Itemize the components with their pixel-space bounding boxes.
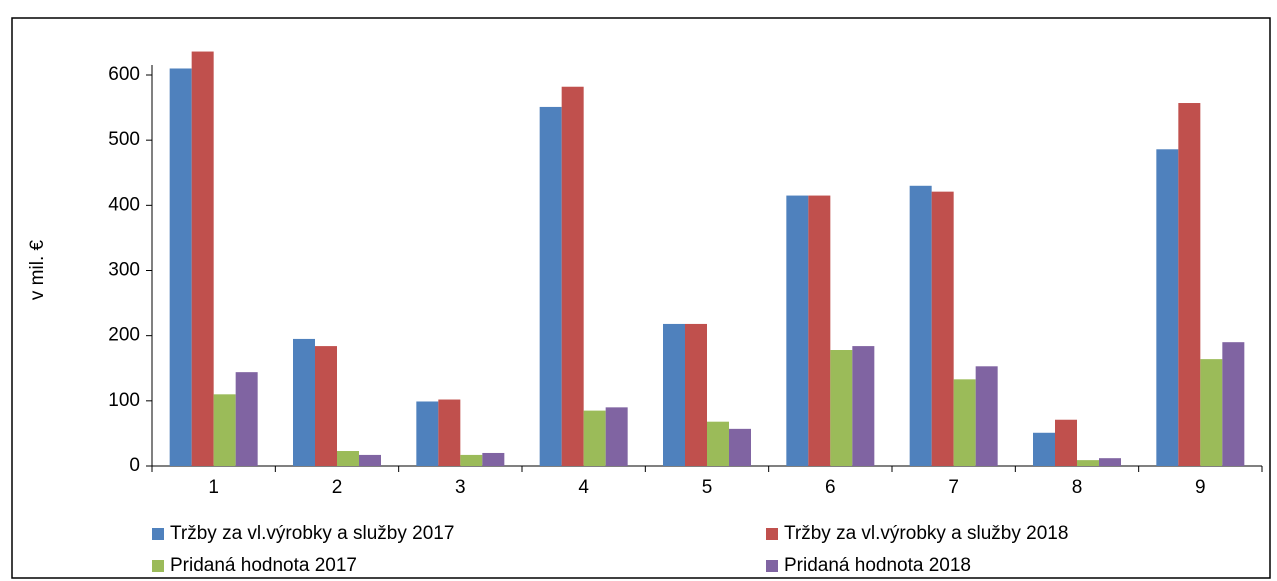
bar [1222,342,1245,466]
legend-swatch [152,528,164,540]
bar [482,452,505,466]
bar [786,195,809,466]
bar [169,68,192,466]
bar [561,86,584,466]
x-tick-label: 5 [702,477,713,498]
bar [1178,103,1201,466]
y-tick-label: 500 [108,129,140,150]
bar [359,454,381,466]
x-tick-label: 7 [948,477,959,498]
x-tick-label: 4 [578,477,589,498]
bar [852,346,875,466]
bar [416,401,439,466]
y-tick-label: 0 [129,455,140,476]
y-axis-label: v mil. € [27,239,48,300]
bar [460,454,483,466]
bar [213,394,236,466]
bar [1033,432,1055,466]
bar [235,372,258,466]
bar [583,410,606,466]
bar [707,421,729,466]
bar [315,346,337,466]
x-tick-label: 2 [332,477,343,498]
bar [539,106,562,466]
y-tick-label: 300 [108,260,140,281]
legend-label: Pridaná hodnota 2018 [784,555,971,576]
bar [605,407,628,466]
bar [953,379,976,466]
x-tick-label: 3 [455,477,466,498]
x-tick-label: 6 [825,477,836,498]
y-tick-label: 100 [108,390,140,411]
x-tick-label: 1 [208,477,219,498]
bar [1156,149,1179,467]
y-tick-label: 600 [108,64,140,85]
bar [808,195,831,466]
bar [830,350,853,466]
bar [191,51,214,466]
legend-swatch [766,528,778,540]
bar [931,191,954,467]
bar [663,323,685,466]
legend-label: Pridaná hodnota 2017 [170,555,357,576]
legend-label: Tržby za vl.výrobky a služby 2018 [784,523,1068,544]
bar [685,323,707,466]
bar [1055,419,1077,466]
bar [438,399,461,466]
bar [337,451,359,466]
bar [1099,458,1121,466]
y-tick-label: 200 [108,325,140,346]
legend-swatch [152,560,164,572]
bar [729,428,751,466]
bar [975,366,998,466]
y-tick-label: 400 [108,194,140,215]
x-tick-label: 8 [1072,477,1083,498]
bar [909,185,932,467]
bar [1200,359,1223,466]
legend-swatch [766,560,778,572]
bar [1077,460,1099,466]
bar [293,338,315,466]
legend-label: Tržby za vl.výrobky a služby 2017 [170,523,454,544]
x-tick-label: 9 [1195,477,1206,498]
chart-border [11,17,1271,579]
